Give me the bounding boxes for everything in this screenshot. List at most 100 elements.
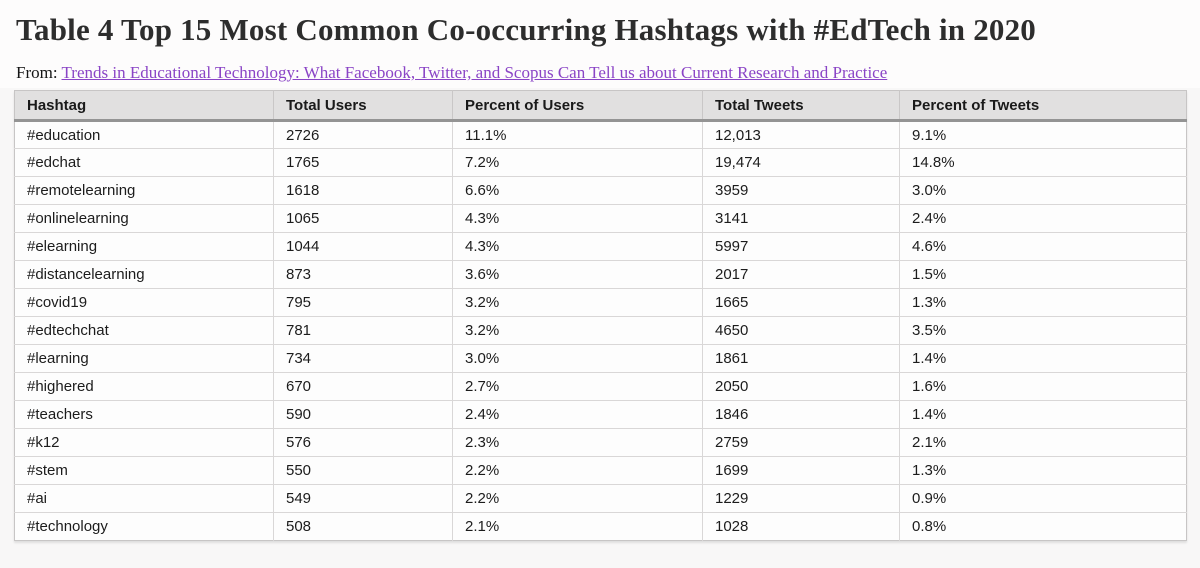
table-cell: #distancelearning [14,260,274,289]
table-cell: 781 [273,316,453,345]
table-cell: #teachers [14,400,274,429]
table-row: #teachers 590 2.4% 1846 1.4% [14,400,1187,429]
table-cell: 1618 [273,176,453,205]
table-cell: 550 [273,456,453,485]
table-cell: 1846 [702,400,900,429]
table-row: #highered 670 2.7% 2050 1.6% [14,372,1187,401]
table-cell: 508 [273,512,453,541]
table-row: #learning 734 3.0% 1861 1.4% [14,344,1187,373]
table-cell: #elearning [14,232,274,261]
table-cell: #technology [14,512,274,541]
table-cell: 3.2% [452,288,703,317]
table-cell: 1028 [702,512,900,541]
table-cell: 4.3% [452,232,703,261]
table-cell: 3.2% [452,316,703,345]
table-cell: 2.4% [899,204,1187,233]
table-cell: #edchat [14,148,274,177]
table-row: #stem 550 2.2% 1699 1.3% [14,456,1187,485]
table-cell: 0.8% [899,512,1187,541]
table-body: #education 2726 11.1% 12,013 9.1% #edchat 1765… [14,120,1187,541]
table-row: #edtechchat 781 3.2% 4650 3.5% [14,316,1187,345]
hashtags-table: Hashtag Total Users Percent of Users Tot… [14,90,1187,541]
table-row: #onlinelearning 1065 4.3% 3141 2.4% [14,204,1187,233]
table-cell: 1065 [273,204,453,233]
table-cell: 1229 [702,484,900,513]
table-cell: 3959 [702,176,900,205]
table-cell: #edtechchat [14,316,274,345]
table-cell: 9.1% [899,120,1187,149]
table-cell: 1861 [702,344,900,373]
table-cell: 3.0% [899,176,1187,205]
table-cell: 1699 [702,456,900,485]
table-cell: 7.2% [452,148,703,177]
table-row: #education 2726 11.1% 12,013 9.1% [14,120,1187,149]
table-row: #distancelearning 873 3.6% 2017 1.5% [14,260,1187,289]
table-cell: 1.4% [899,344,1187,373]
table-cell: 3.5% [899,316,1187,345]
table-cell: 1.3% [899,456,1187,485]
table-row: #covid19 795 3.2% 1665 1.3% [14,288,1187,317]
table-cell: 2.3% [452,428,703,457]
table-cell: 795 [273,288,453,317]
table-cell: 1.6% [899,372,1187,401]
table-cell: 6.6% [452,176,703,205]
table-cell: 2050 [702,372,900,401]
table-cell: 670 [273,372,453,401]
table-cell: 3.0% [452,344,703,373]
table-cell: 1765 [273,148,453,177]
column-header-percent-of-users: Percent of Users [452,90,703,122]
table-cell: 734 [273,344,453,373]
table-cell: #education [14,120,274,149]
column-header-percent-of-tweets: Percent of Tweets [899,90,1187,122]
table-cell: 2.7% [452,372,703,401]
table-cell: 2726 [273,120,453,149]
table-cell: 2.1% [452,512,703,541]
table-row: #technology 508 2.1% 1028 0.8% [14,512,1187,541]
table-cell: 1.4% [899,400,1187,429]
table-cell: 2.2% [452,484,703,513]
table-row: #elearning 1044 4.3% 5997 4.6% [14,232,1187,261]
page-title: Table 4 Top 15 Most Common Co-occurring … [16,12,1036,47]
table-cell: 549 [273,484,453,513]
table-cell: #onlinelearning [14,204,274,233]
table-header-row: Hashtag Total Users Percent of Users Tot… [14,90,1187,122]
table-cell: 19,474 [702,148,900,177]
column-header-hashtag: Hashtag [14,90,274,122]
table-cell: #stem [14,456,274,485]
table-cell: 4.3% [452,204,703,233]
table-cell: #learning [14,344,274,373]
column-header-total-tweets: Total Tweets [702,90,900,122]
table-cell: #ai [14,484,274,513]
table-row: #remotelearning 1618 6.6% 3959 3.0% [14,176,1187,205]
source-prefix: From: [16,63,62,82]
table-cell: 5997 [702,232,900,261]
table-cell: 2017 [702,260,900,289]
table-row: #k12 576 2.3% 2759 2.1% [14,428,1187,457]
table-cell: 4.6% [899,232,1187,261]
table-cell: 1.3% [899,288,1187,317]
table-cell: 2.4% [452,400,703,429]
table-cell: 0.9% [899,484,1187,513]
source-link[interactable]: Trends in Educational Technology: What F… [61,63,888,82]
table-cell: 3.6% [452,260,703,289]
table-cell: 1.5% [899,260,1187,289]
table-cell: 14.8% [899,148,1187,177]
table-cell: 2.1% [899,428,1187,457]
table-cell: 3141 [702,204,900,233]
table-cell: #k12 [14,428,274,457]
table-cell: 1665 [702,288,900,317]
table-cell: 4650 [702,316,900,345]
table-cell: 12,013 [702,120,900,149]
table-cell: #highered [14,372,274,401]
table-row: #ai 549 2.2% 1229 0.9% [14,484,1187,513]
column-header-total-users: Total Users [273,90,453,122]
table-cell: #remotelearning [14,176,274,205]
table-cell: #covid19 [14,288,274,317]
table-cell: 873 [273,260,453,289]
table-cell: 2759 [702,428,900,457]
table-cell: 11.1% [452,120,703,149]
source-line: From: Trends in Educational Technology: … [16,62,1186,83]
table-cell: 590 [273,400,453,429]
table-cell: 2.2% [452,456,703,485]
